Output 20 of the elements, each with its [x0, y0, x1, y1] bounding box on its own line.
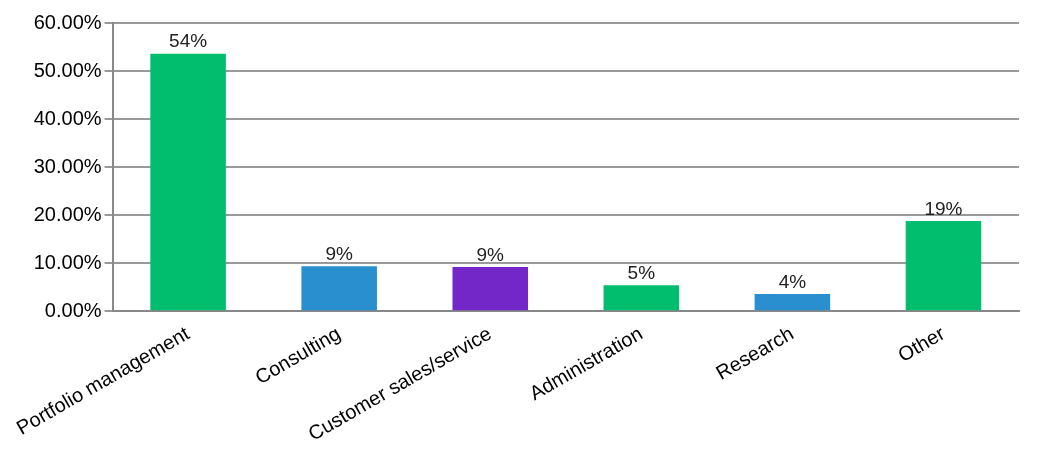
data-label: 4%: [778, 270, 807, 292]
y-tick-label: 0.00%: [44, 298, 102, 321]
bar: [301, 266, 377, 311]
bar: [150, 53, 226, 311]
y-tick-label: 30.00%: [33, 154, 102, 177]
data-label: 9%: [325, 242, 354, 264]
bar: [452, 267, 529, 311]
data-label: 19%: [924, 197, 963, 219]
data-label: 54%: [169, 30, 208, 52]
x-tick-label: Other: [893, 321, 949, 366]
data-label: 9%: [476, 243, 505, 265]
y-tick-label: 60.00%: [33, 10, 102, 33]
bar: [905, 220, 982, 311]
data-label: 5%: [627, 262, 656, 284]
bar: [754, 294, 831, 311]
y-tick-label: 10.00%: [33, 250, 102, 273]
y-tick-label: 50.00%: [33, 58, 102, 81]
y-tick-label: 20.00%: [33, 202, 102, 225]
bar: [603, 285, 680, 311]
y-tick-label: 40.00%: [33, 106, 102, 129]
